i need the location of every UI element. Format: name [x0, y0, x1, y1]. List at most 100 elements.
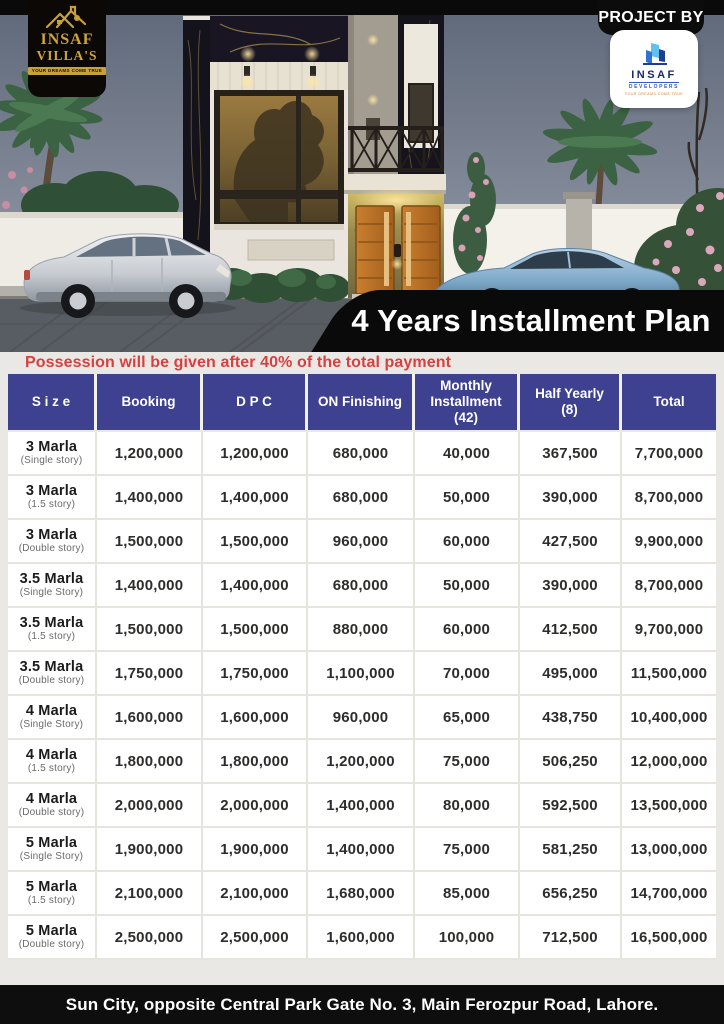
size-cell: 5 Marla (Double story) — [8, 916, 97, 958]
dpc-value: 1,600,000 — [203, 696, 308, 738]
palm-tree-right — [542, 98, 658, 263]
table-row: 3 Marla (Double story) 1,500,000 1,500,0… — [8, 520, 716, 564]
half-yearly-value: 438,750 — [520, 696, 622, 738]
table-row: 4 Marla (1.5 story) 1,800,000 1,800,000 … — [8, 740, 716, 784]
monthly-installment-value: 85,000 — [415, 872, 520, 914]
table-row: 3 Marla (1.5 story) 1,400,000 1,400,000 … — [8, 476, 716, 520]
table-header: S i z e Booking D P C ON Finishing Month… — [8, 374, 716, 430]
booking-value: 2,000,000 — [97, 784, 203, 826]
table-row: 3.5 Marla (1.5 story) 1,500,000 1,500,00… — [8, 608, 716, 652]
monthly-installment-value: 60,000 — [415, 520, 520, 562]
table-row: 3.5 Marla (Double story) 1,750,000 1,750… — [8, 652, 716, 696]
on-finishing-value: 880,000 — [308, 608, 415, 650]
size-cell: 5 Marla (1.5 story) — [8, 872, 97, 914]
total-value: 9,700,000 — [634, 620, 704, 638]
developer-logo-name: INSAF — [631, 68, 677, 81]
plot-story-label: (Single story) — [20, 455, 83, 467]
table-row: 4 Marla (Double story) 2,000,000 2,000,0… — [8, 784, 716, 828]
plot-size-label: 5 Marla — [25, 922, 78, 939]
plot-story-label: (1.5 story) — [27, 763, 76, 775]
size-cell: 4 Marla (1.5 story) — [8, 740, 97, 782]
size-cell: 3.5 Marla (Single Story) — [8, 564, 97, 606]
size-cell: 4 Marla (Double story) — [8, 784, 97, 826]
dpc-value: 1,800,000 — [203, 740, 308, 782]
monthly-installment-value: 75,000 — [415, 828, 520, 870]
dpc-value: 1,500,000 — [203, 608, 308, 650]
total-value: 8,700,000 — [634, 488, 704, 506]
plot-story-label: (1.5 story) — [27, 895, 76, 907]
plot-size-label: 3.5 Marla — [19, 658, 84, 675]
column-header-booking: Booking — [97, 374, 203, 430]
plot-story-label: (1.5 story) — [27, 499, 76, 511]
total-value: 14,700,000 — [630, 884, 708, 902]
plot-story-label: (Single Story) — [19, 587, 84, 599]
page-title: 4 Years Installment Plan — [351, 303, 711, 338]
monthly-installment-value: 50,000 — [415, 476, 520, 518]
booking-value: 1,500,000 — [97, 520, 203, 562]
half-yearly-value: 495,000 — [520, 652, 622, 694]
size-cell: 5 Marla (Single Story) — [8, 828, 97, 870]
table-row: 5 Marla (Single Story) 1,900,000 1,900,0… — [8, 828, 716, 872]
column-header-monthly-installment: Monthly Installment (42) — [415, 374, 520, 430]
half-yearly-value: 581,250 — [520, 828, 622, 870]
column-header-total: Total — [622, 374, 716, 430]
on-finishing-value: 960,000 — [308, 520, 415, 562]
booking-value: 2,500,000 — [97, 916, 203, 958]
plot-story-label: (Double story) — [18, 807, 85, 819]
size-cell: 4 Marla (Single Story) — [8, 696, 97, 738]
plot-story-label: (Double story) — [18, 675, 85, 687]
total-value: 16,500,000 — [630, 928, 708, 946]
total-value: 8,700,000 — [634, 576, 704, 594]
balcony-railing — [348, 126, 444, 172]
dpc-value: 1,900,000 — [203, 828, 308, 870]
on-finishing-value: 1,600,000 — [308, 916, 415, 958]
half-yearly-value: 390,000 — [520, 564, 622, 606]
booking-value: 1,200,000 — [97, 432, 203, 474]
plot-story-label: (1.5 story) — [27, 631, 76, 643]
top-strip — [0, 0, 724, 15]
table-row: 3 Marla (Single story) 1,200,000 1,200,0… — [8, 432, 716, 476]
total-value: 13,000,000 — [630, 840, 708, 858]
plot-size-label: 3.5 Marla — [19, 570, 84, 587]
dpc-value: 1,400,000 — [203, 476, 308, 518]
dpc-value: 2,100,000 — [203, 872, 308, 914]
total-value: 12,000,000 — [630, 752, 708, 770]
dpc-value: 1,750,000 — [203, 652, 308, 694]
on-finishing-value: 680,000 — [308, 476, 415, 518]
on-finishing-value: 1,200,000 — [308, 740, 415, 782]
dpc-value: 2,500,000 — [203, 916, 308, 958]
plot-size-label: 4 Marla — [25, 702, 78, 719]
booking-value: 2,100,000 — [97, 872, 203, 914]
column-header-half-yearly: Half Yearly (8) — [520, 374, 622, 430]
booking-value: 1,400,000 — [97, 564, 203, 606]
plot-size-label: 3 Marla — [25, 482, 78, 499]
half-yearly-value: 427,500 — [520, 520, 622, 562]
on-finishing-value: 680,000 — [308, 564, 415, 606]
table-body: 3 Marla (Single story) 1,200,000 1,200,0… — [8, 432, 716, 960]
half-yearly-value: 656,250 — [520, 872, 622, 914]
plot-story-label: (Single Story) — [19, 851, 84, 863]
booking-value: 1,750,000 — [97, 652, 203, 694]
monthly-installment-value: 80,000 — [415, 784, 520, 826]
size-cell: 3 Marla (1.5 story) — [8, 476, 97, 518]
booking-value: 1,800,000 — [97, 740, 203, 782]
on-finishing-value: 960,000 — [308, 696, 415, 738]
column-header-dpc: D P C — [203, 374, 308, 430]
column-header-on-finishing: ON Finishing — [308, 374, 415, 430]
monthly-installment-value: 100,000 — [415, 916, 520, 958]
developer-logo-tagline: YOUR DREAMS COME TRUE — [624, 91, 684, 96]
size-cell: 3 Marla (Double story) — [8, 520, 97, 562]
table-row: 4 Marla (Single Story) 1,600,000 1,600,0… — [8, 696, 716, 740]
developer-logo-subtitle: DEVELOPERS — [628, 81, 680, 90]
booking-value: 1,400,000 — [97, 476, 203, 518]
total-value: 11,500,000 — [630, 664, 708, 682]
villas-logo: INSAF VILLA'S YOUR DREAMS COME TRUE — [27, 0, 107, 97]
entrance-doors — [355, 205, 441, 295]
villas-logo-tagline: YOUR DREAMS COME TRUE — [27, 66, 107, 75]
plot-story-label: (Double story) — [18, 939, 85, 951]
villas-logo-name: INSAF — [40, 31, 94, 48]
half-yearly-value: 390,000 — [520, 476, 622, 518]
booking-value: 1,500,000 — [97, 608, 203, 650]
total-value: 9,900,000 — [634, 532, 704, 550]
plot-size-label: 5 Marla — [25, 878, 78, 895]
